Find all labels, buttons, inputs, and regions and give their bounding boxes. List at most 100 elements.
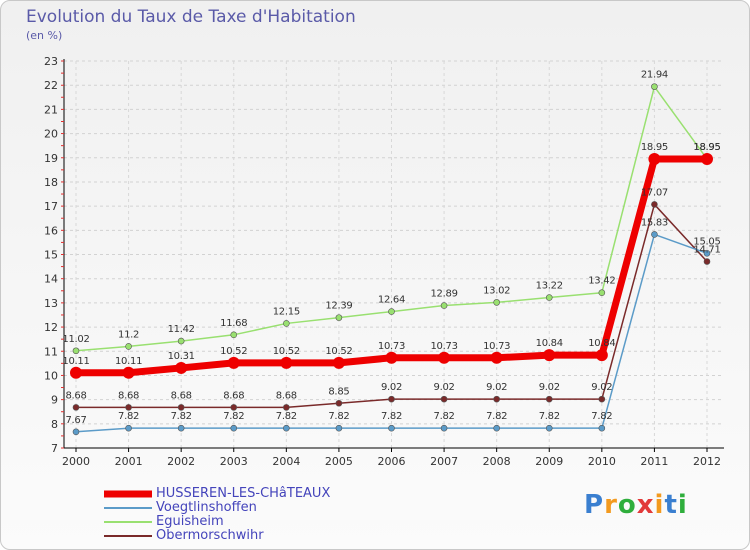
data-label-0: 10.84 bbox=[536, 338, 563, 349]
data-point-0 bbox=[595, 349, 608, 362]
x-tick-label: 2005 bbox=[325, 455, 353, 468]
data-point-3 bbox=[335, 399, 343, 407]
data-point-1 bbox=[125, 424, 132, 432]
data-label-0: 10.52 bbox=[273, 346, 300, 357]
data-label-1: 7.82 bbox=[118, 411, 139, 422]
legend-label-husseren: HUSSEREN-LES-CHâTEAUX bbox=[156, 486, 331, 501]
data-label-3: 14.71 bbox=[693, 245, 720, 256]
data-point-1 bbox=[177, 424, 185, 432]
x-tick-label: 2003 bbox=[220, 455, 248, 468]
data-label-1: 7.82 bbox=[591, 411, 612, 422]
y-tick-label: 7 bbox=[51, 442, 58, 455]
data-point-3 bbox=[598, 395, 606, 403]
data-point-1 bbox=[440, 424, 448, 432]
logo-letter: r bbox=[604, 490, 618, 520]
data-label-1: 15.83 bbox=[641, 217, 668, 228]
x-tick-label: 2008 bbox=[483, 455, 511, 468]
data-label-2: 12.15 bbox=[273, 306, 300, 317]
data-point-0 bbox=[122, 366, 135, 379]
data-point-1 bbox=[493, 424, 500, 432]
y-tick-label: 13 bbox=[44, 297, 58, 310]
data-point-3 bbox=[177, 404, 185, 411]
data-label-0: 18.95 bbox=[641, 142, 668, 153]
data-point-2 bbox=[283, 320, 290, 327]
data-label-1: 7.82 bbox=[276, 411, 297, 422]
data-point-0 bbox=[543, 349, 556, 362]
data-point-3 bbox=[388, 395, 395, 403]
x-tick-label: 2007 bbox=[430, 455, 458, 468]
data-label-1: 7.82 bbox=[539, 411, 560, 422]
data-label-1: 15.05 bbox=[693, 236, 720, 247]
x-tick-label: 2004 bbox=[272, 455, 300, 468]
data-point-1 bbox=[335, 424, 343, 432]
y-tick-label: 17 bbox=[44, 200, 58, 213]
data-label-1: 7.82 bbox=[486, 411, 507, 422]
x-tick-label: 2002 bbox=[167, 455, 195, 468]
x-tick-label: 2009 bbox=[535, 455, 563, 468]
data-label-2: 21.94 bbox=[641, 70, 668, 81]
x-tick-label: 2010 bbox=[588, 455, 616, 468]
data-point-0 bbox=[70, 366, 82, 379]
x-tick-label: 2006 bbox=[378, 455, 406, 468]
data-point-3 bbox=[651, 201, 658, 208]
data-label-2: 11.02 bbox=[62, 334, 89, 345]
legend-item-voegtlinshoffen: Voegtlinshoffen bbox=[104, 501, 330, 515]
data-label-0: 10.52 bbox=[220, 346, 247, 357]
data-label-0: 10.52 bbox=[325, 346, 352, 357]
legend-label-eguisheim: Eguisheim bbox=[156, 514, 224, 529]
x-tick-label: 2000 bbox=[62, 455, 90, 468]
data-label-3: 9.02 bbox=[539, 382, 560, 393]
data-label-1: 7.82 bbox=[328, 411, 349, 422]
data-label-0: 10.84 bbox=[588, 338, 615, 349]
data-label-3: 8.68 bbox=[276, 390, 297, 401]
y-tick-label: 22 bbox=[44, 79, 58, 92]
data-point-1 bbox=[388, 424, 395, 432]
logo-letter: P bbox=[584, 490, 605, 520]
data-point-1 bbox=[545, 424, 553, 432]
data-point-3 bbox=[440, 395, 448, 403]
data-point-1 bbox=[598, 424, 606, 432]
legend-label-obermorschwihr: Obermorschwihr bbox=[156, 528, 264, 543]
legend-label-voegtlinshoffen: Voegtlinshoffen bbox=[156, 500, 257, 515]
data-point-3 bbox=[72, 404, 80, 411]
data-label-2: 13.22 bbox=[536, 281, 563, 292]
data-label-2: 12.64 bbox=[378, 295, 405, 306]
data-point-3 bbox=[545, 395, 553, 403]
y-tick-label: 10 bbox=[44, 369, 58, 382]
y-tick-label: 9 bbox=[51, 394, 58, 407]
y-tick-label: 16 bbox=[44, 224, 58, 237]
chart-title: Evolution du Taux de Taxe d'Habitation bbox=[26, 7, 356, 27]
data-point-2 bbox=[177, 337, 185, 345]
data-point-2 bbox=[440, 302, 448, 309]
legend: HUSSEREN-LES-CHâTEAUX Voegtlinshoffen Eg… bbox=[104, 487, 330, 543]
data-label-0: 10.73 bbox=[431, 341, 458, 352]
data-point-2 bbox=[651, 83, 658, 90]
data-point-1 bbox=[651, 231, 658, 238]
data-label-3: 8.68 bbox=[223, 390, 244, 401]
data-label-2: 11.42 bbox=[168, 324, 195, 335]
legend-item-husseren: HUSSEREN-LES-CHâTEAUX bbox=[104, 487, 330, 501]
data-point-2 bbox=[388, 308, 395, 315]
data-point-2 bbox=[230, 331, 238, 339]
data-label-3: 8.68 bbox=[118, 390, 139, 401]
data-point-1 bbox=[72, 428, 80, 436]
logo-letter: i bbox=[677, 490, 688, 520]
data-label-0: 18.95 bbox=[693, 142, 720, 153]
data-label-2: 11.2 bbox=[118, 329, 139, 340]
y-tick-label: 23 bbox=[44, 55, 58, 68]
data-point-0 bbox=[648, 152, 661, 165]
data-label-2: 13.42 bbox=[588, 276, 615, 287]
data-point-2 bbox=[72, 347, 80, 355]
data-point-0 bbox=[280, 356, 293, 369]
data-label-0: 10.11 bbox=[115, 356, 142, 367]
data-label-3: 9.02 bbox=[434, 382, 455, 393]
data-label-3: 9.02 bbox=[591, 382, 612, 393]
data-point-0 bbox=[438, 351, 451, 364]
data-point-3 bbox=[125, 404, 132, 411]
y-tick-label: 8 bbox=[51, 418, 58, 431]
data-label-3: 9.02 bbox=[486, 382, 507, 393]
legend-swatch-voegtlinshoffen bbox=[104, 507, 152, 509]
logo-letter: t bbox=[664, 490, 678, 520]
data-point-1 bbox=[703, 249, 711, 257]
